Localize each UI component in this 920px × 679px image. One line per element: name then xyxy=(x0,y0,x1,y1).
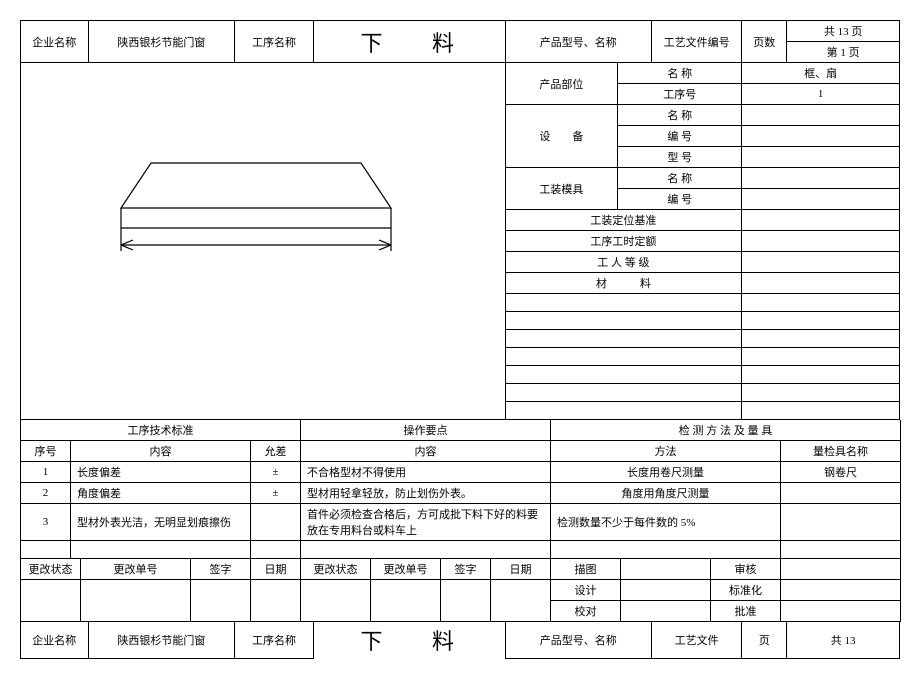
draw: 描图 xyxy=(551,559,621,580)
op-header: 操作要点 xyxy=(301,420,551,441)
r3-n: 3 xyxy=(21,504,71,541)
cell xyxy=(742,210,900,231)
profile-diagram xyxy=(111,153,401,273)
r3-c: 型材外表光洁，无明显划痕擦伤 xyxy=(71,504,251,541)
cell xyxy=(742,126,900,147)
f-total: 共 13 xyxy=(787,622,900,658)
seq-value: 1 xyxy=(742,84,900,105)
process-sheet: 企业名称 陕西银杉节能门窗 工序名称 下 料 产品型号、名称 工艺文件编号 页数… xyxy=(20,20,900,659)
r1-c: 长度偏差 xyxy=(71,462,251,483)
r3-op: 首件必须检查合格后，方可成批下料下好的料要放在专用料台或料车上 xyxy=(301,504,551,541)
name-label: 名 称 xyxy=(618,63,742,84)
header-table: 企业名称 陕西银杉节能门窗 工序名称 下 料 产品型号、名称 工艺文件编号 页数… xyxy=(20,20,900,63)
process-value: 下 料 xyxy=(313,21,505,63)
product-label: 产品型号、名称 xyxy=(505,21,651,63)
sign: 签字 xyxy=(191,559,251,580)
equip-name: 名 称 xyxy=(618,105,742,126)
insp-header: 检 测 方 法 及 量 具 xyxy=(551,420,901,441)
equip-model: 型 号 xyxy=(618,147,742,168)
r3-t xyxy=(251,504,301,541)
r2-n: 2 xyxy=(21,483,71,504)
total-pages: 共 13 页 xyxy=(787,21,900,42)
material-label: 材 料 xyxy=(505,273,742,294)
col-method: 方法 xyxy=(551,441,781,462)
chg-status2: 更改状态 xyxy=(301,559,371,580)
design: 设计 xyxy=(551,580,621,601)
r1-op: 不合格型材不得使用 xyxy=(301,462,551,483)
cell xyxy=(742,168,900,189)
f-page-label: 页 xyxy=(742,622,787,658)
locate-label: 工装定位基准 xyxy=(505,210,742,231)
std: 标准化 xyxy=(711,580,781,601)
page-label: 页数 xyxy=(742,21,787,63)
r1-n: 1 xyxy=(21,462,71,483)
company-value: 陕西银杉节能门窗 xyxy=(88,21,235,63)
process-label: 工序名称 xyxy=(235,21,314,63)
r3-g xyxy=(781,504,901,541)
equip-label: 设 备 xyxy=(505,105,618,168)
tool-name: 名 称 xyxy=(618,168,742,189)
tech-table: 工序技术标准 操作要点 检 测 方 法 及 量 具 序号 内容 允差 内容 方法… xyxy=(20,420,901,559)
f-process-value: 下 料 xyxy=(313,622,505,658)
cell xyxy=(742,252,900,273)
cell xyxy=(621,559,711,580)
tool-code: 编 号 xyxy=(618,189,742,210)
cell xyxy=(742,189,900,210)
std-header: 工序技术标准 xyxy=(21,420,301,441)
doc-label: 工艺文件编号 xyxy=(652,21,742,63)
part-value: 框、扇 xyxy=(742,63,900,84)
proof: 校对 xyxy=(551,601,621,622)
f-process-label: 工序名称 xyxy=(235,622,314,658)
r2-op: 型材用轻拿轻放，防止划伤外表。 xyxy=(301,483,551,504)
signoff-table: 更改状态 更改单号 签字 日期 更改状态 更改单号 签字 日期 描图 审核 设计… xyxy=(20,559,901,622)
grade-label: 工 人 等 级 xyxy=(505,252,742,273)
f-company-label: 企业名称 xyxy=(21,622,89,658)
quota-label: 工序工时定额 xyxy=(505,231,742,252)
tool-label: 工装模具 xyxy=(505,168,618,210)
r1-g: 钢卷尺 xyxy=(781,462,901,483)
r2-g xyxy=(781,483,901,504)
company-label: 企业名称 xyxy=(21,21,89,63)
seq-label: 工序号 xyxy=(618,84,742,105)
col-gauge: 量检具名称 xyxy=(781,441,901,462)
cell xyxy=(742,231,900,252)
col-content: 内容 xyxy=(71,441,251,462)
page-no: 第 1 页 xyxy=(787,42,900,63)
f-company-value: 陕西银杉节能门窗 xyxy=(88,622,235,658)
r2-c: 角度偏差 xyxy=(71,483,251,504)
f-product-label: 产品型号、名称 xyxy=(505,622,652,658)
r2-m: 角度用角度尺测量 xyxy=(551,483,781,504)
r3-m: 检测数量不少于每件数的 5% xyxy=(551,504,781,541)
review: 审核 xyxy=(711,559,781,580)
col-content2: 内容 xyxy=(301,441,551,462)
cell xyxy=(742,273,900,294)
cell xyxy=(781,559,901,580)
main-table: 产品部位 名 称 框、扇 工序号 1 设 备 名 称 编 号 型 号 工装模具 … xyxy=(20,63,900,420)
r1-m: 长度用卷尺测量 xyxy=(551,462,781,483)
col-tol: 允差 xyxy=(251,441,301,462)
chg-status: 更改状态 xyxy=(21,559,81,580)
sign2: 签字 xyxy=(441,559,491,580)
col-seq: 序号 xyxy=(21,441,71,462)
footer-table: 企业名称 陕西银杉节能门窗 工序名称 下 料 产品型号、名称 工艺文件 页 共 … xyxy=(20,622,900,659)
date2: 日期 xyxy=(491,559,551,580)
diagram-area xyxy=(21,63,506,420)
part-label: 产品部位 xyxy=(505,63,618,105)
cell xyxy=(742,147,900,168)
chg-no2: 更改单号 xyxy=(371,559,441,580)
cell xyxy=(742,105,900,126)
r2-t: ± xyxy=(251,483,301,504)
date: 日期 xyxy=(251,559,301,580)
approve: 批准 xyxy=(711,601,781,622)
f-doc-label: 工艺文件 xyxy=(652,622,742,658)
r1-t: ± xyxy=(251,462,301,483)
chg-no: 更改单号 xyxy=(81,559,191,580)
equip-code: 编 号 xyxy=(618,126,742,147)
